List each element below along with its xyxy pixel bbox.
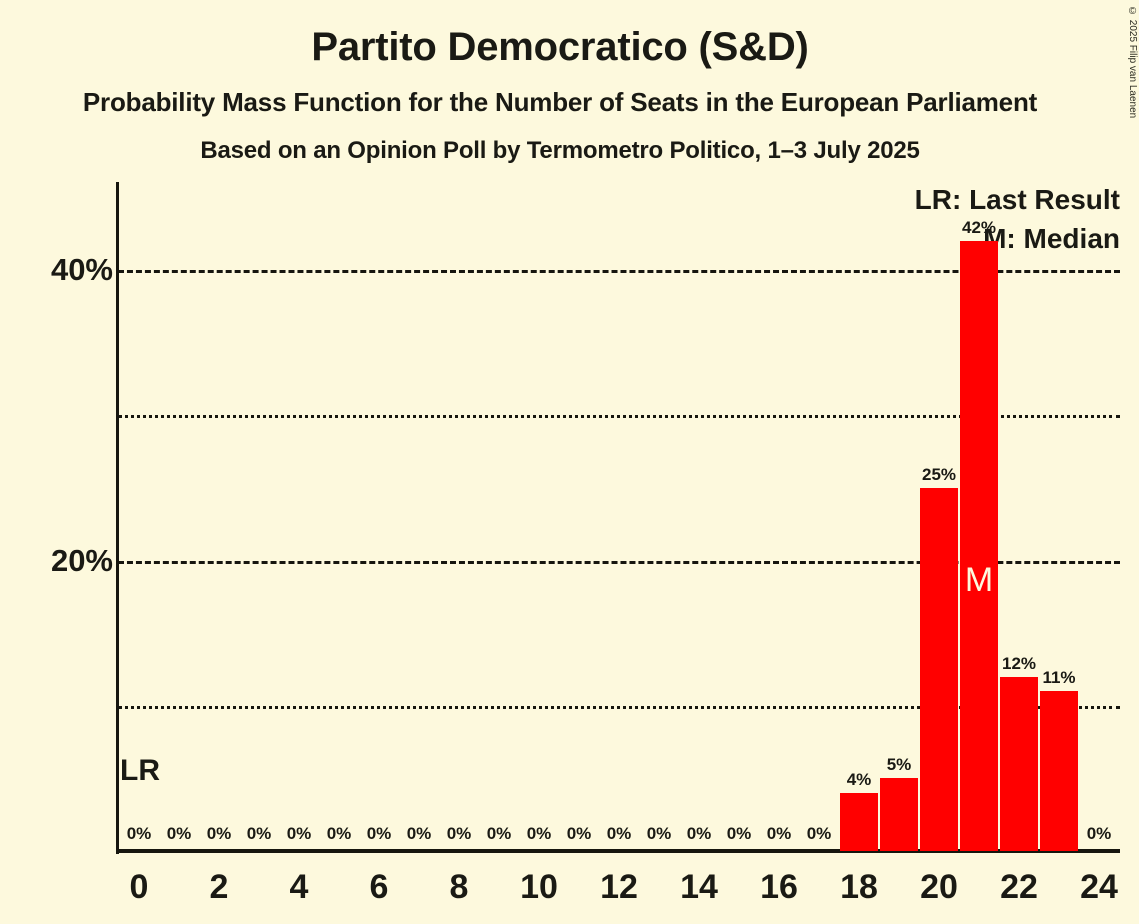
bar-value-label-seat-11: 0% <box>566 824 592 843</box>
bar-value-label-seat-14: 0% <box>686 824 712 843</box>
bar-value-label-seat-0: 0% <box>126 824 152 843</box>
x-tick-label-12: 12 <box>600 868 638 906</box>
bar-seat-22[interactable] <box>1000 676 1038 851</box>
bar-value-label-seat-1: 0% <box>166 824 192 843</box>
gridline-10pct <box>118 705 1120 709</box>
plot-area: 0% 0% 0% 0% 0% 0% 0% 0% 0% 0% 0% 0% 0% 0% 0% 0% 0% 0% 4% 5%… <box>118 182 1120 851</box>
x-axis-line <box>116 849 1120 853</box>
bar-value-label-seat-3: 0% <box>246 824 272 843</box>
y-tick-label-20: 20% <box>50 542 113 578</box>
x-tick-label-20: 20 <box>920 868 958 906</box>
bar-value-label-seat-6: 0% <box>366 824 392 843</box>
x-tick-label-18: 18 <box>840 868 878 906</box>
bar-seat-18[interactable] <box>840 792 878 851</box>
x-tick-label-8: 8 <box>449 868 469 906</box>
gridline-30pct <box>118 415 1120 419</box>
bar-value-label-seat-8: 0% <box>446 824 472 843</box>
bar-value-label-seat-15: 0% <box>726 824 752 843</box>
bar-seat-23[interactable] <box>1040 691 1078 851</box>
bar-value-label-seat-23: 11% <box>1042 668 1076 688</box>
bar-value-label-seat-22: 12% <box>1001 653 1037 673</box>
gridline-40pct <box>118 270 1120 273</box>
bar-value-label-seat-18: 4% <box>846 769 872 789</box>
x-tick-label-16: 16 <box>760 868 798 906</box>
chart-subtitle: Probability Mass Function for the Number… <box>82 87 1038 117</box>
bar-value-label-seat-4: 0% <box>286 824 312 843</box>
legend-last-result: LR: Last Result <box>914 184 1120 215</box>
copyright-notice: © 2025 Filip van Laenen <box>1127 6 1138 119</box>
median-marker: M <box>964 561 994 599</box>
legend-median: M: Median <box>983 223 1120 254</box>
last-result-marker: LR <box>120 754 160 787</box>
bar-value-label-seat-10: 0% <box>526 824 552 843</box>
bar-value-label-seat-24: 0% <box>1086 824 1112 843</box>
x-tick-label-22: 22 <box>1000 868 1038 906</box>
bar-seat-20[interactable] <box>920 487 958 851</box>
x-tick-label-2: 2 <box>209 868 229 906</box>
bar-value-label-seat-12: 0% <box>606 824 632 843</box>
bar-seat-21[interactable] <box>960 240 998 851</box>
x-tick-label-0: 0 <box>129 868 149 906</box>
x-tick-label-4: 4 <box>289 868 309 906</box>
chart-source-subtitle: Based on an Opinion Poll by Termometro P… <box>200 137 920 164</box>
y-axis-line <box>116 182 119 854</box>
bar-value-label-seat-16: 0% <box>766 824 792 843</box>
bar-value-label-seat-17: 0% <box>806 824 832 843</box>
bar-value-label-seat-13: 0% <box>646 824 672 843</box>
bar-value-label-seat-7: 0% <box>406 824 432 843</box>
bar-value-label-seat-2: 0% <box>206 824 232 843</box>
bar-value-label-seat-20: 25% <box>921 464 957 484</box>
x-tick-label-10: 10 <box>520 868 558 906</box>
bar-value-label-seat-19: 5% <box>886 755 912 775</box>
bar-value-label-seat-5: 0% <box>326 824 352 843</box>
x-tick-label-14: 14 <box>680 868 718 906</box>
bar-seat-19[interactable] <box>880 778 918 851</box>
x-tick-label-24: 24 <box>1080 868 1118 906</box>
x-tick-label-6: 6 <box>369 868 389 906</box>
page-title: Partito Democratico (S&D) <box>311 25 809 69</box>
bar-value-label-seat-21: 42% <box>961 217 997 237</box>
y-tick-label-40: 40% <box>50 252 113 287</box>
gridline-20pct <box>118 560 1120 564</box>
bar-value-label-seat-9: 0% <box>486 824 512 843</box>
